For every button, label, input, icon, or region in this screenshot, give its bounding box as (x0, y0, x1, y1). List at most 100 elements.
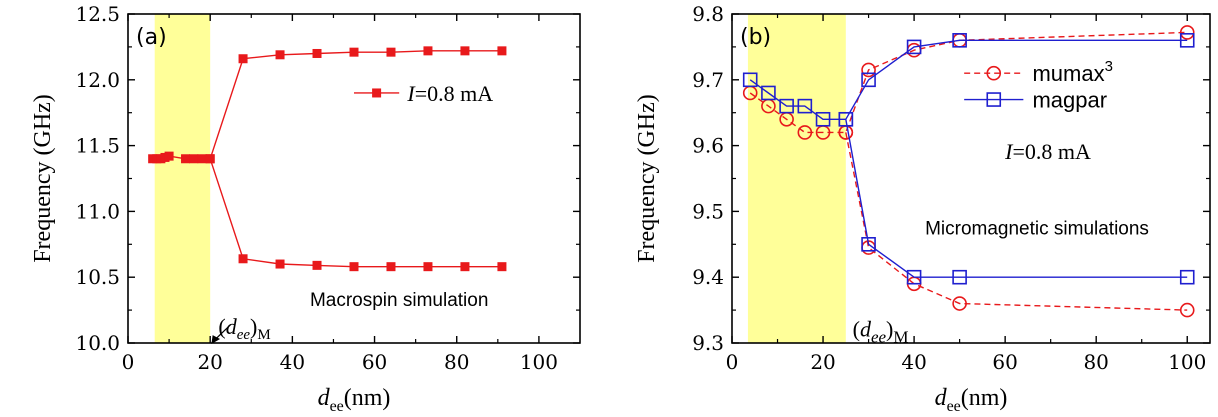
y-tick-label: 9.5 (692, 199, 724, 223)
highlight-band (747, 14, 846, 343)
x-tick-label: 40 (280, 350, 305, 374)
y-tick-label: 9.7 (692, 68, 724, 92)
data-point (189, 154, 199, 164)
data-point (861, 62, 876, 78)
x-axis-symbol: d (935, 385, 948, 411)
data-point (497, 262, 507, 272)
y-tick-label: 12.5 (75, 2, 120, 26)
data-point (386, 262, 396, 272)
x-axis-title: dee(nm) (318, 385, 391, 415)
data-point (349, 262, 359, 272)
data-point (797, 98, 813, 114)
x-tick-label: 80 (444, 350, 469, 374)
data-point (1179, 33, 1195, 48)
data-point (952, 296, 967, 311)
series-line-2 (749, 39, 1188, 121)
data-point (838, 111, 854, 127)
series-line-0 (749, 31, 1188, 134)
critical-paren: ( (218, 314, 225, 339)
panel-label: (a) (136, 25, 167, 50)
x-axis-symbol: d (318, 385, 331, 411)
data-point (460, 262, 470, 272)
current-italic: I (1004, 139, 1014, 164)
y-tick-label: 9.4 (692, 265, 724, 289)
data-point (761, 85, 776, 101)
data-point (238, 54, 248, 64)
data-point (779, 98, 794, 114)
x-tick-label: 60 (992, 350, 1017, 374)
data-point (349, 47, 359, 57)
data-point (312, 260, 322, 270)
chart-panel-a: 0 20 40 60 80 100 10.0 10.5 11.0 11.5 12.0 12.5 Freq… (30, 2, 581, 415)
critical-symbol: d (226, 314, 238, 339)
data-point (460, 46, 470, 56)
x-tick-label: 80 (1083, 350, 1108, 374)
x-tick-label: 60 (362, 350, 387, 374)
data-point (906, 269, 922, 285)
legend-marker (372, 88, 382, 98)
critical-arrowhead (211, 335, 221, 344)
x-axis-title: dee(nm) (935, 385, 1008, 415)
data-point (423, 262, 433, 272)
series-line-3 (845, 119, 1188, 278)
series-line-1 (209, 158, 502, 268)
y-tick-label: 12.0 (75, 68, 120, 92)
legend-label-italic: I (406, 81, 416, 106)
data-point (815, 111, 831, 127)
x-tick-label: 20 (810, 350, 835, 374)
data-point (275, 259, 285, 269)
critical-sub-m: M (893, 327, 908, 346)
highlight-band (154, 14, 211, 343)
legend-marker-mumax (986, 65, 1002, 81)
data-point (164, 151, 174, 161)
data-point (742, 72, 758, 88)
method-label: Micromagnetic simulations (925, 218, 1149, 239)
critical-sub-ee: ee (237, 327, 251, 343)
y-tick-label: 9.6 (692, 134, 724, 158)
legend-label-rest: =0.8 mA (415, 81, 494, 106)
data-point (1179, 302, 1195, 318)
current-label: I=0.8 mA (1004, 139, 1091, 164)
method-label: Macrospin simulation (310, 290, 488, 311)
x-axis-subscript: ee (330, 398, 344, 415)
current-rest: =0.8 mA (1012, 139, 1091, 164)
data-point (238, 254, 248, 264)
y-axis-title: Frequency (GHz) (30, 94, 56, 263)
legend-mumax-name: mumax (1032, 61, 1104, 86)
panel-label: (b) (740, 25, 771, 50)
legend-mumax-sup: 3 (1105, 58, 1113, 75)
legend-label: I=0.8 mA (406, 81, 493, 106)
x-tick-label: 20 (197, 350, 222, 374)
legend-label-mumax: mumax3 (1032, 58, 1112, 86)
data-point (952, 33, 967, 48)
x-tick-label: 100 (520, 350, 558, 374)
data-point (952, 269, 967, 285)
critical-thickness-label: (dee)M (853, 316, 909, 346)
y-tick-label: 9.3 (692, 331, 724, 355)
critical-thickness-label: (dee)M (218, 314, 270, 343)
y-tick-label: 9.8 (692, 2, 724, 26)
critical-symbol: d (860, 316, 872, 341)
y-tick-label: 11.0 (75, 199, 120, 223)
data-point (497, 46, 507, 56)
x-axis-subscript: ee (947, 398, 961, 415)
data-point (861, 237, 876, 252)
critical-close: ) (886, 316, 893, 341)
y-tick-label: 11.5 (75, 134, 120, 158)
x-tick-label: 0 (726, 350, 739, 374)
legend-marker-magpar (986, 92, 1002, 107)
data-point (181, 154, 191, 164)
critical-close: ) (250, 314, 257, 339)
data-point (423, 46, 433, 56)
data-point (1179, 269, 1195, 285)
y-tick-label: 10.5 (75, 265, 120, 289)
x-tick-label: 40 (901, 350, 926, 374)
legend-label-magpar: magpar (1032, 88, 1107, 113)
data-point (906, 39, 922, 55)
critical-sub-m: M (257, 327, 270, 343)
x-tick-label: 100 (1168, 350, 1206, 374)
y-tick-label: 10.0 (75, 331, 120, 355)
data-point (861, 72, 876, 88)
critical-paren: ( (853, 316, 860, 341)
